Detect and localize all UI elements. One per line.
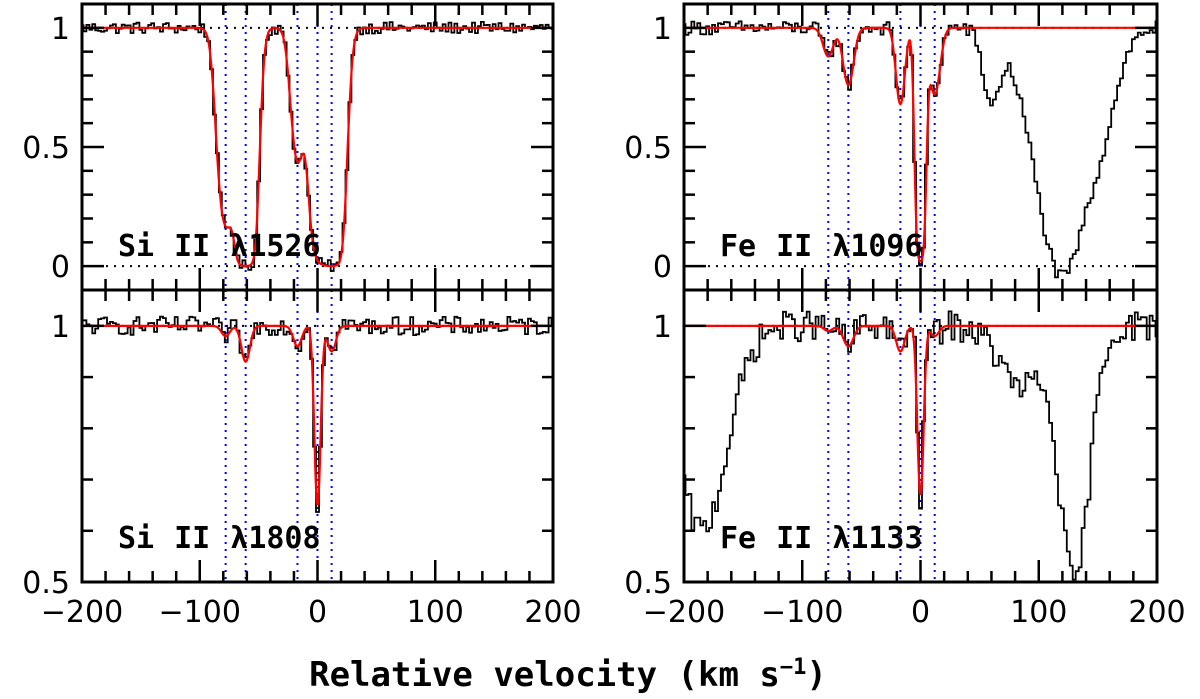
y-tick-label-si-1526: 0 — [51, 250, 70, 285]
data-spectrum-fe-1096 — [684, 20, 1157, 279]
panel-si-1526: 0 0.5 1 Si II λ1526 — [22, 2, 555, 292]
panel-label-fe-1096: Fe II λ1096 — [720, 229, 923, 264]
x-tick-label-si-1808: 0 — [308, 595, 327, 630]
plot-area-fe-1096 — [684, 4, 1157, 290]
panel-fe-1133: 0.5 1 −200 −100 0 100 200 Fe II λ1133 — [624, 288, 1186, 630]
model-fit-si-1808 — [82, 324, 553, 506]
plot-area-fe-1133 — [684, 290, 1157, 582]
panel-label-fe-1133: Fe II λ1133 — [720, 521, 923, 556]
panel-si-1808: 0.5 1 −200 −100 0 100 200 Si II λ1808 — [22, 288, 582, 630]
model-fit-fe-1133 — [684, 324, 1157, 496]
x-axis-label: Relative velocity (km s−1) — [309, 655, 827, 695]
data-spectrum-si-1808 — [82, 315, 553, 513]
x-tick-label-fe-1133: 0 — [911, 595, 930, 630]
panel-fe-1096: 0 0.5 1 Fe II λ1096 — [624, 2, 1159, 292]
plot-area-si-1808 — [82, 290, 553, 582]
y-tick-label-si-1808: 1 — [51, 310, 70, 345]
x-tick-label-fe-1133: 200 — [1128, 595, 1185, 630]
x-tick-label-si-1808: 100 — [407, 595, 464, 630]
model-fit-si-1526 — [82, 26, 553, 268]
plot-area-si-1526 — [82, 4, 553, 290]
y-tick-label-fe-1133: 1 — [653, 310, 672, 345]
y-tick-label-fe-1096: 0 — [653, 250, 672, 285]
x-tick-label-si-1808: −100 — [159, 595, 241, 630]
panel-label-si-1808: Si II λ1808 — [118, 521, 321, 556]
y-tick-label-si-1808: 0.5 — [22, 566, 70, 601]
x-tick-label-fe-1133: −200 — [643, 595, 725, 630]
y-tick-label-si-1526: 0.5 — [22, 131, 70, 166]
data-spectrum-fe-1133 — [684, 310, 1157, 581]
y-tick-label-si-1526: 1 — [51, 12, 70, 47]
y-tick-label-fe-1133: 0.5 — [624, 566, 672, 601]
panel-label-si-1526: Si II λ1526 — [118, 229, 321, 264]
y-tick-label-fe-1096: 1 — [653, 12, 672, 47]
x-tick-label-fe-1133: −100 — [761, 595, 843, 630]
x-tick-label-si-1808: −200 — [41, 595, 123, 630]
y-tick-label-fe-1096: 0.5 — [624, 131, 672, 166]
x-tick-label-si-1808: 200 — [524, 595, 581, 630]
x-tick-label-fe-1133: 100 — [1010, 595, 1067, 630]
model-fit-fe-1096 — [684, 26, 1157, 263]
